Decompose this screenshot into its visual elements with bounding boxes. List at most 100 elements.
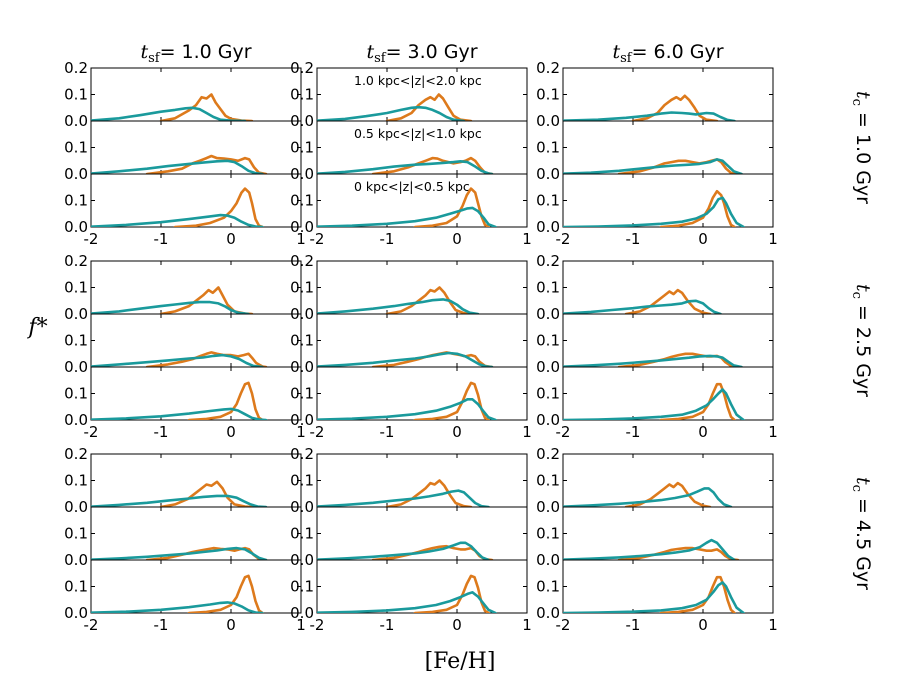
- y-tick-label: 0.1: [536, 279, 560, 297]
- y-tick-label: 0.0: [64, 498, 88, 516]
- panel-frame: [90, 260, 302, 315]
- y-tick-label: 0.0: [290, 218, 314, 236]
- column-title-3: tsf= 6.0 Gyr: [612, 41, 723, 66]
- x-axis-label: [Fe/H]: [425, 649, 496, 674]
- y-tick-label: 0.0: [536, 218, 560, 236]
- y-tick-label: 0.0: [64, 411, 88, 429]
- y-tick-label: 0.1: [64, 578, 88, 596]
- teal-series-line: [317, 105, 466, 121]
- teal-series-line: [91, 546, 268, 560]
- x-tick-label: -1: [380, 616, 395, 634]
- x-tick-label: 1: [522, 230, 532, 248]
- y-tick-label: 0.1: [290, 525, 314, 543]
- x-tick-label: 0: [698, 423, 708, 441]
- y-axis-label: f*: [26, 315, 47, 340]
- x-tick-label: -1: [154, 423, 169, 441]
- teal-series-line: [317, 398, 497, 420]
- y-tick-label: 0.1: [290, 139, 314, 157]
- row-group-label-3: tc = 4.5 Gyr: [849, 477, 874, 590]
- y-tick-label: 0.0: [536, 305, 560, 323]
- y-tick-label: 0.1: [536, 472, 560, 490]
- y-tick-label: 0.1: [536, 192, 560, 210]
- panel-g2-c3-s1: 0.0 0.1 0.2: [536, 252, 774, 323]
- orange-series-line: [624, 481, 712, 507]
- y-tick-label: 0.1: [290, 86, 314, 104]
- y-tick-label: 0.0: [64, 305, 88, 323]
- y-tick-label: 0.0: [536, 551, 560, 569]
- panel-frame: [90, 67, 302, 122]
- y-tick-label: 0.2: [64, 445, 88, 463]
- orange-series-line: [187, 381, 264, 420]
- x-tick-label: -1: [626, 230, 641, 248]
- y-tick-label: 0.0: [536, 411, 560, 429]
- y-tick-label: 0.0: [290, 604, 314, 622]
- teal-series-line: [91, 106, 247, 121]
- y-tick-label: 0.0: [64, 551, 88, 569]
- panel-g1-c3-s1: 0.0 0.1 0.2: [536, 59, 774, 130]
- teal-series-line: [317, 541, 490, 560]
- y-tick-label: 0.1: [290, 279, 314, 297]
- orange-series-line: [145, 154, 268, 174]
- orange-series-line: [385, 479, 473, 507]
- y-tick-label: 0.2: [536, 252, 560, 270]
- teal-series-line: [563, 487, 733, 507]
- x-tick-label: -2: [556, 423, 571, 441]
- x-tick-label: -2: [84, 616, 99, 634]
- teal-series-line: [563, 538, 736, 560]
- y-tick-label: 0.2: [290, 252, 314, 270]
- x-tick-label: 1: [296, 423, 306, 441]
- teal-series-line: [317, 298, 480, 314]
- y-tick-label: 0.1: [64, 385, 88, 403]
- row-group-label-2: tc = 2.5 Gyr: [849, 284, 874, 397]
- x-tick-label: -2: [310, 423, 325, 441]
- teal-series-line: [91, 407, 268, 420]
- teal-series-line: [563, 354, 743, 367]
- y-tick-label: 0.0: [290, 358, 314, 376]
- row-group-label-1: tc = 1.0 Gyr: [849, 91, 874, 204]
- y-tick-label: 0.2: [64, 252, 88, 270]
- panel-g1-c1-s1: 0.0 0.1 0.2: [64, 59, 302, 130]
- y-tick-label: 0.1: [536, 525, 560, 543]
- y-tick-label: 0.1: [536, 86, 560, 104]
- teal-series-line: [91, 601, 264, 613]
- panel-frame: [316, 260, 528, 315]
- teal-series-line: [563, 299, 722, 314]
- panel-g3-c1-s1: 0.0 0.1 0.2: [64, 445, 302, 516]
- y-tick-label: 0.0: [290, 551, 314, 569]
- x-tick-label: -2: [310, 230, 325, 248]
- teal-series-line: [563, 196, 745, 227]
- orange-series-line: [159, 93, 254, 121]
- teal-series-line: [317, 351, 494, 367]
- teal-series-line: [563, 388, 745, 420]
- panel-g3-c1-s3: 0.0 0.1 -2 -1 0 1: [64, 559, 306, 634]
- panel-g2-c2-s1: 0.0 0.1 0.2: [290, 252, 528, 323]
- panel-g1-c3-s2: 0.00.1: [536, 120, 774, 183]
- orange-series-line: [631, 94, 719, 121]
- teal-series-line: [317, 591, 497, 613]
- x-tick-label: 1: [768, 423, 778, 441]
- y-tick-label: 0.0: [536, 358, 560, 376]
- panel-frame: [562, 366, 774, 421]
- orange-series-line: [659, 382, 736, 420]
- y-tick-label: 0.1: [290, 332, 314, 350]
- x-tick-label: -2: [84, 423, 99, 441]
- teal-series-line: [91, 213, 264, 227]
- orange-series-line: [173, 187, 264, 227]
- y-tick-label: 0.1: [536, 385, 560, 403]
- x-tick-label: -1: [626, 616, 641, 634]
- panel-g2-c1-s2: 0.00.1: [64, 313, 302, 376]
- y-tick-label: 0.2: [536, 445, 560, 463]
- y-tick-label: 0.0: [290, 165, 314, 183]
- teal-series-line: [563, 111, 736, 121]
- panel-g1-c1-s3: 0.0 0.1 -2 -1 0 1: [64, 173, 306, 248]
- y-tick-label: 0.0: [64, 165, 88, 183]
- x-tick-label: -1: [154, 616, 169, 634]
- x-tick-label: 0: [452, 230, 462, 248]
- y-tick-label: 0.0: [290, 305, 314, 323]
- y-tick-label: 0.0: [536, 165, 560, 183]
- panel-frame: [316, 453, 528, 508]
- teal-series-line: [91, 353, 264, 367]
- panel-frame: [562, 173, 774, 228]
- orange-series-line: [659, 189, 736, 227]
- y-tick-label: 0.0: [290, 112, 314, 130]
